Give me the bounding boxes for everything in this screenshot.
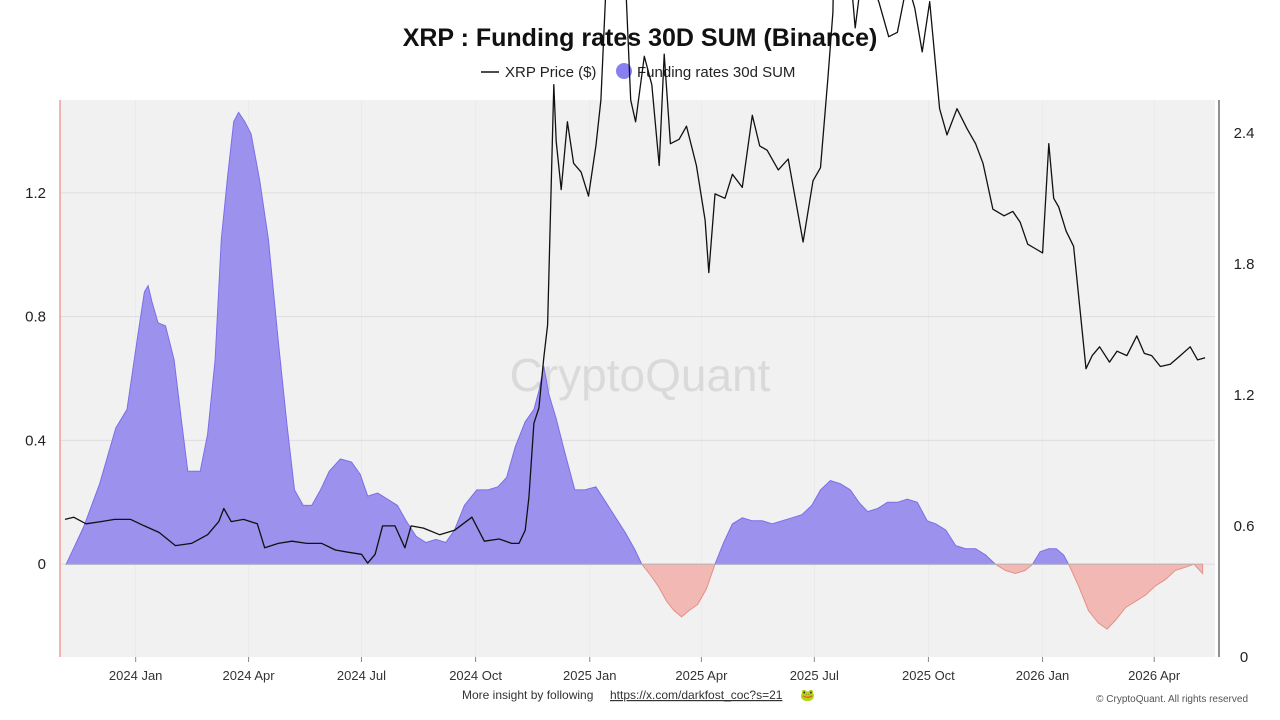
watermark: CryptoQuant bbox=[510, 349, 771, 401]
x-tick-label: 2025 Oct bbox=[902, 668, 955, 683]
funding-positive-area bbox=[714, 480, 997, 565]
legend-funding-dot-swatch bbox=[616, 63, 632, 79]
footer-link[interactable]: https://x.com/darkfost_coc?s=21 bbox=[610, 688, 783, 702]
y-right-tick-label: 1.2 bbox=[1234, 387, 1255, 404]
x-tick-label: 2025 Apr bbox=[675, 668, 728, 683]
x-tick-label: 2024 Oct bbox=[449, 668, 502, 683]
y-right-tick-label: 1.8 bbox=[1234, 256, 1255, 273]
footer-frog-emoji: 🐸 bbox=[800, 688, 815, 702]
funding-positive-area bbox=[65, 111, 643, 565]
funding-negative-area bbox=[1067, 563, 1195, 630]
legend-label-price: XRP Price ($) bbox=[505, 64, 596, 81]
x-tick-label: 2025 Jan bbox=[563, 668, 617, 683]
funding-area-series bbox=[65, 111, 1204, 630]
chart-title: XRP : Funding rates 30D SUM (Binance) bbox=[403, 24, 878, 52]
price-line-series bbox=[64, 0, 1206, 564]
footer-text: More insight by following bbox=[462, 688, 593, 702]
x-tick-label: 2025 Jul bbox=[790, 668, 839, 683]
funding-negative-area bbox=[640, 563, 716, 618]
x-tick-label: 2026 Jan bbox=[1016, 668, 1070, 683]
left-axis-ticks: 0 0.4 0.8 1.2 bbox=[25, 185, 46, 573]
legend: XRP Price ($) Funding rates 30d SUM bbox=[481, 63, 795, 81]
x-tick-label: 2024 Jul bbox=[337, 668, 386, 683]
y-right-tick-label: 0 bbox=[1240, 649, 1248, 666]
y-left-tick-label: 1.2 bbox=[25, 185, 46, 202]
x-tick-label: 2024 Jan bbox=[109, 668, 163, 683]
y-left-tick-label: 0 bbox=[38, 556, 46, 573]
y-right-tick-label: 0.6 bbox=[1234, 518, 1255, 535]
y-left-tick-label: 0.4 bbox=[25, 432, 46, 449]
x-tick-label: 2024 Apr bbox=[223, 668, 276, 683]
y-left-tick-label: 0.8 bbox=[25, 309, 46, 326]
right-axis-ticks: 0 0.6 1.2 1.8 2.4 bbox=[1234, 125, 1255, 666]
x-axis-ticks: 2024 Jan 2024 Apr 2024 Jul 2024 Oct 2025 Jan… bbox=[109, 657, 1181, 683]
legend-label-funding: Funding rates 30d SUM bbox=[637, 64, 795, 81]
y-right-tick-label: 2.4 bbox=[1234, 125, 1255, 142]
x-tick-label: 2026 Apr bbox=[1128, 668, 1181, 683]
copyright-text: © CryptoQuant. All rights reserved bbox=[1096, 694, 1248, 705]
xrp-price-line bbox=[64, 0, 1206, 564]
